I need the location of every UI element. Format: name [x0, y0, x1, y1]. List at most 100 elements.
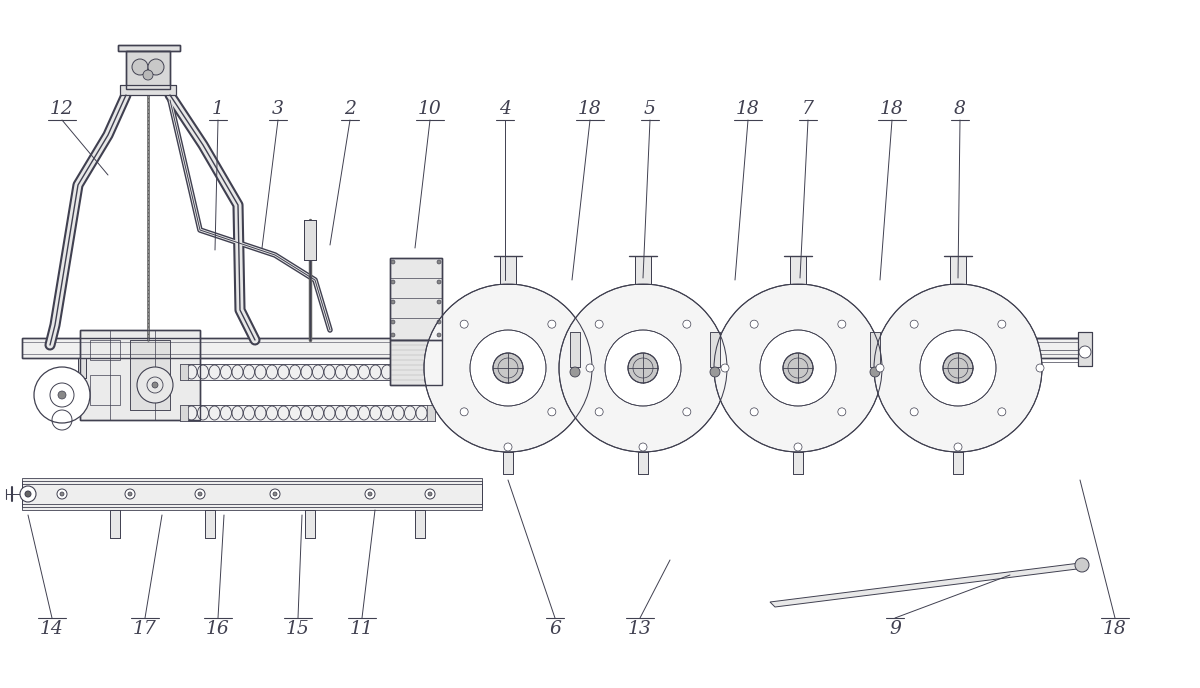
- Bar: [110, 510, 120, 538]
- Bar: [90, 340, 120, 360]
- Bar: [390, 258, 442, 340]
- Circle shape: [838, 320, 846, 328]
- Bar: [304, 220, 316, 260]
- Circle shape: [391, 260, 395, 264]
- Bar: [1078, 332, 1092, 366]
- Bar: [500, 256, 516, 284]
- Circle shape: [683, 408, 691, 416]
- Circle shape: [58, 391, 66, 399]
- Bar: [80, 330, 200, 420]
- Bar: [953, 452, 962, 474]
- Bar: [120, 85, 176, 95]
- Bar: [205, 510, 215, 538]
- Bar: [78, 358, 86, 378]
- Circle shape: [721, 364, 728, 372]
- Circle shape: [437, 280, 442, 284]
- Bar: [130, 340, 170, 410]
- Bar: [427, 364, 434, 380]
- Circle shape: [368, 492, 372, 496]
- Bar: [180, 405, 436, 421]
- Circle shape: [605, 330, 680, 406]
- Circle shape: [920, 330, 996, 406]
- Circle shape: [838, 408, 846, 416]
- Bar: [22, 338, 1085, 358]
- Bar: [180, 364, 188, 380]
- Circle shape: [470, 330, 546, 406]
- Bar: [205, 510, 215, 538]
- Circle shape: [910, 408, 918, 416]
- Circle shape: [132, 59, 148, 75]
- Bar: [118, 45, 180, 51]
- Bar: [793, 452, 803, 474]
- Bar: [710, 332, 720, 367]
- Text: 16: 16: [206, 620, 230, 638]
- Text: 11: 11: [350, 620, 374, 638]
- Bar: [78, 358, 86, 378]
- Bar: [710, 332, 720, 367]
- Bar: [390, 340, 442, 385]
- Circle shape: [60, 492, 64, 496]
- Circle shape: [148, 59, 164, 75]
- Circle shape: [714, 284, 882, 452]
- Circle shape: [570, 367, 580, 377]
- Circle shape: [425, 489, 434, 499]
- Bar: [953, 452, 962, 474]
- Text: 3: 3: [272, 100, 284, 118]
- Circle shape: [460, 320, 468, 328]
- Bar: [793, 452, 803, 474]
- Bar: [22, 484, 482, 504]
- Bar: [500, 256, 516, 284]
- Circle shape: [638, 443, 647, 451]
- Text: 8: 8: [954, 100, 966, 118]
- Circle shape: [493, 353, 523, 383]
- Text: 18: 18: [1103, 620, 1127, 638]
- Circle shape: [910, 320, 918, 328]
- Circle shape: [143, 70, 154, 80]
- Bar: [570, 332, 580, 367]
- Bar: [503, 452, 512, 474]
- Circle shape: [437, 320, 442, 324]
- Circle shape: [365, 489, 374, 499]
- Circle shape: [391, 280, 395, 284]
- Circle shape: [437, 260, 442, 264]
- Text: 18: 18: [578, 100, 602, 118]
- Circle shape: [750, 408, 758, 416]
- Circle shape: [586, 364, 594, 372]
- Bar: [950, 256, 966, 284]
- Bar: [130, 340, 170, 410]
- Bar: [638, 452, 648, 474]
- Text: 6: 6: [550, 620, 560, 638]
- Circle shape: [391, 320, 395, 324]
- Circle shape: [595, 320, 604, 328]
- Circle shape: [876, 364, 884, 372]
- Text: 17: 17: [133, 620, 157, 638]
- Circle shape: [559, 284, 727, 452]
- Circle shape: [998, 408, 1006, 416]
- Circle shape: [25, 491, 31, 497]
- Bar: [118, 45, 180, 51]
- Bar: [126, 51, 170, 89]
- Bar: [390, 340, 442, 385]
- Circle shape: [504, 443, 512, 451]
- Bar: [126, 51, 170, 89]
- Circle shape: [1036, 364, 1044, 372]
- Text: 15: 15: [286, 620, 310, 638]
- Circle shape: [782, 353, 814, 383]
- Bar: [427, 405, 434, 421]
- Circle shape: [870, 367, 880, 377]
- Circle shape: [270, 489, 280, 499]
- Circle shape: [874, 284, 1042, 452]
- Bar: [22, 338, 1085, 358]
- Bar: [635, 256, 650, 284]
- Bar: [390, 258, 442, 340]
- Bar: [635, 256, 650, 284]
- Bar: [22, 481, 482, 507]
- Text: 13: 13: [628, 620, 652, 638]
- Text: 7: 7: [802, 100, 814, 118]
- Bar: [870, 332, 880, 367]
- Circle shape: [460, 408, 468, 416]
- Circle shape: [794, 443, 802, 451]
- Circle shape: [137, 367, 173, 403]
- Bar: [120, 85, 176, 95]
- Bar: [790, 256, 806, 284]
